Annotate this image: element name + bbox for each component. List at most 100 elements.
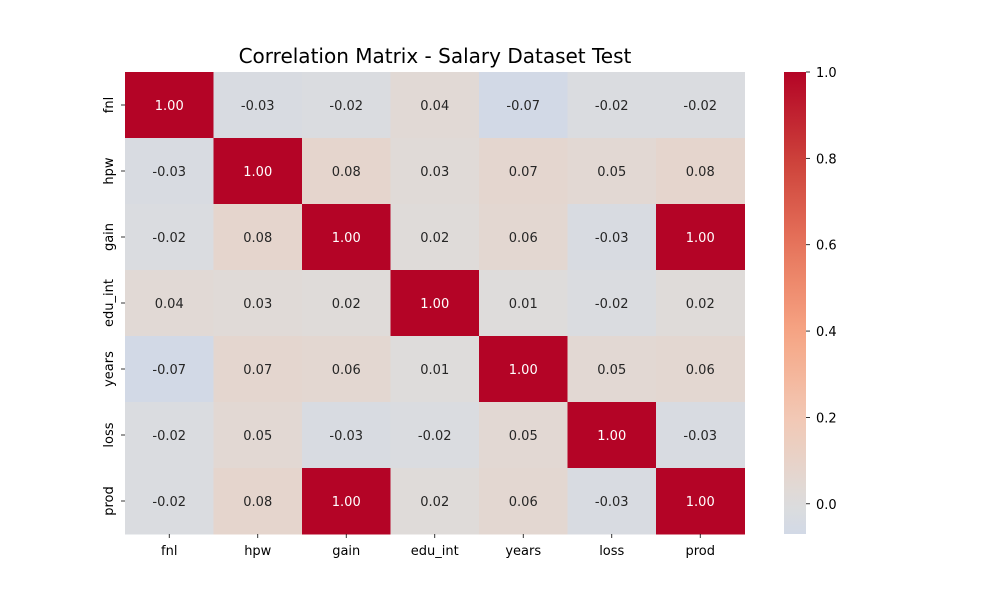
y-tick-label: years xyxy=(102,351,117,387)
cell-value-label: -0.03 xyxy=(152,165,186,180)
cell-value-label: 0.08 xyxy=(243,495,272,510)
x-tick-label: prod xyxy=(685,544,715,559)
cell-value-label: 0.06 xyxy=(332,363,361,378)
colorbar-gradient xyxy=(784,72,806,534)
heatmap-cell xyxy=(213,72,303,139)
chart-title: Correlation Matrix - Salary Dataset Test xyxy=(239,44,632,68)
cell-value-label: -0.02 xyxy=(418,429,452,444)
y-tick-label: hpw xyxy=(102,157,117,184)
cell-value-label: -0.03 xyxy=(595,495,629,510)
heatmap-cells: 1.00 -0.03 -0.02 0.04 -0.07 -0.02 -0.02 -0.03 1.… xyxy=(125,72,745,535)
heatmap-cell xyxy=(390,72,480,139)
heatmap-cell xyxy=(125,336,214,403)
cell-value-label: -0.03 xyxy=(683,429,717,444)
cell-value-label: -0.02 xyxy=(595,297,629,312)
cell-value-label: 0.05 xyxy=(243,429,272,444)
cell-value-label: 0.01 xyxy=(420,363,449,378)
cell-value-label: -0.03 xyxy=(241,99,275,114)
heatmap-cell xyxy=(390,270,480,337)
heatmap-cell xyxy=(390,336,480,403)
x-tick-label: gain xyxy=(332,544,360,559)
heatmap-cell xyxy=(479,402,568,469)
cell-value-label: -0.07 xyxy=(506,99,540,114)
colorbar-tick-label: 1.0 xyxy=(816,66,837,81)
heatmap-cell xyxy=(302,402,391,469)
x-axis: fnl hpw gain edu_int years loss prod xyxy=(161,534,715,559)
heatmap-cell xyxy=(302,468,391,535)
heatmap-cell xyxy=(479,204,568,271)
cell-value-label: 1.00 xyxy=(509,363,538,378)
heatmap-cell xyxy=(213,204,303,271)
heatmap-cell xyxy=(567,402,657,469)
cell-value-label: 0.04 xyxy=(155,297,184,312)
heatmap-cell xyxy=(656,204,745,271)
cell-value-label: 1.00 xyxy=(597,429,626,444)
cell-value-label: -0.02 xyxy=(152,231,186,246)
heatmap-cell xyxy=(125,270,214,337)
heatmap-cell xyxy=(213,270,303,337)
cell-value-label: 1.00 xyxy=(332,495,361,510)
cell-value-label: -0.02 xyxy=(683,99,717,114)
cell-value-label: 0.06 xyxy=(509,231,538,246)
heatmap-cell xyxy=(302,204,391,271)
cell-value-label: -0.03 xyxy=(329,429,363,444)
cell-value-label: 0.03 xyxy=(420,165,449,180)
heatmap-cell xyxy=(656,270,745,337)
heatmap-cell xyxy=(213,402,303,469)
y-tick-label: fnl xyxy=(102,97,117,113)
heatmap-cell xyxy=(656,336,745,403)
colorbar: 0.0 0.2 0.4 0.6 0.8 1.0 xyxy=(784,66,837,534)
heatmap-cell xyxy=(656,468,745,535)
heatmap-cell xyxy=(567,138,657,205)
cell-value-label: 1.00 xyxy=(332,231,361,246)
cell-value-label: -0.02 xyxy=(152,495,186,510)
heatmap-cell xyxy=(479,138,568,205)
x-tick-label: edu_int xyxy=(411,544,459,559)
cell-value-label: 0.02 xyxy=(420,231,449,246)
heatmap-cell xyxy=(125,468,214,535)
cell-value-label: 1.00 xyxy=(243,165,272,180)
colorbar-tick-label: 0.8 xyxy=(816,152,837,167)
heatmap-cell xyxy=(125,402,214,469)
x-tick-label: loss xyxy=(599,544,624,559)
heatmap-cell xyxy=(567,72,657,139)
cell-value-label: -0.02 xyxy=(595,99,629,114)
heatmap-cell xyxy=(213,468,303,535)
cell-value-label: 0.08 xyxy=(332,165,361,180)
cell-value-label: 0.05 xyxy=(597,165,626,180)
heatmap-cell xyxy=(656,72,745,139)
heatmap-cell xyxy=(479,270,568,337)
heatmap-cell xyxy=(479,468,568,535)
cell-value-label: -0.02 xyxy=(152,429,186,444)
cell-value-label: -0.02 xyxy=(329,99,363,114)
cell-value-label: 0.08 xyxy=(243,231,272,246)
heatmap-cell xyxy=(302,270,391,337)
cell-value-label: 0.06 xyxy=(509,495,538,510)
x-tick-label: years xyxy=(505,544,541,559)
y-tick-label: edu_int xyxy=(102,279,117,327)
cell-value-label: 0.01 xyxy=(509,297,538,312)
cell-value-label: 0.07 xyxy=(509,165,538,180)
x-tick-label: hpw xyxy=(244,544,271,559)
heatmap-cell xyxy=(656,402,745,469)
heatmap-cell xyxy=(302,72,391,139)
cell-value-label: 0.02 xyxy=(332,297,361,312)
cell-value-label: 1.00 xyxy=(686,231,715,246)
heatmap-cell xyxy=(656,138,745,205)
colorbar-tick-label: 0.2 xyxy=(816,411,837,426)
cell-value-label: 0.05 xyxy=(509,429,538,444)
heatmap-cell xyxy=(125,204,214,271)
heatmap-cell xyxy=(567,204,657,271)
cell-value-label: 0.02 xyxy=(686,297,715,312)
heatmap-cell xyxy=(302,336,391,403)
cell-value-label: -0.03 xyxy=(595,231,629,246)
cell-value-label: 0.03 xyxy=(243,297,272,312)
heatmap-cell xyxy=(125,138,214,205)
colorbar-tick-label: 0.0 xyxy=(816,498,837,513)
heatmap-cell xyxy=(213,138,303,205)
y-tick-label: loss xyxy=(102,422,117,447)
colorbar-tick-label: 0.4 xyxy=(816,325,837,340)
heatmap-cell xyxy=(302,138,391,205)
heatmap-cell xyxy=(390,402,480,469)
cell-value-label: 0.04 xyxy=(420,99,449,114)
